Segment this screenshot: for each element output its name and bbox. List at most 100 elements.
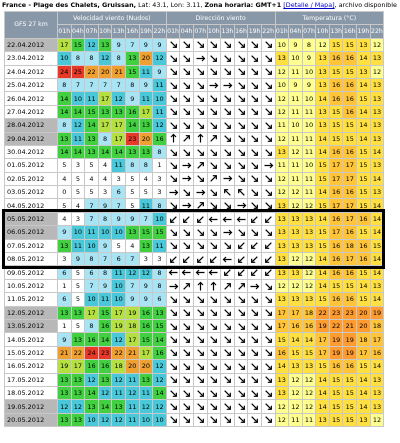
wind-direction (206, 252, 222, 267)
wind-direction (220, 278, 235, 294)
wind-speed: 10 (84, 292, 99, 307)
temperature: 15 (342, 412, 358, 428)
arrow (196, 349, 204, 357)
wind-direction (192, 265, 208, 280)
arrow (224, 376, 231, 384)
temperature: 14 (369, 198, 385, 213)
arrow (237, 255, 245, 263)
wind-direction (165, 359, 181, 374)
wind-speed: 9 (124, 211, 140, 227)
temperature: 12 (274, 412, 290, 428)
arrow (196, 81, 204, 89)
hour: 19h (247, 24, 262, 39)
temperature: 12 (288, 198, 303, 213)
wind-direction (233, 372, 249, 387)
wind-speed: 13 (57, 238, 72, 254)
arrow (251, 389, 259, 397)
temperature: 15 (356, 185, 371, 200)
wind-speed: 12 (57, 399, 72, 414)
wind-direction (192, 171, 208, 187)
wind-speed: 16 (152, 345, 167, 361)
temperature: 14 (356, 399, 371, 414)
wind-direction (179, 144, 194, 160)
hours-row: 01h 04h 07h 10h 13h 16h 19h 22h 01h 04h 07h 10h 13h 1… (5, 24, 385, 39)
temperature: 15 (356, 144, 371, 160)
wind-speed: 0 (57, 185, 72, 200)
arrow (210, 55, 218, 62)
wind-speed: 3 (111, 171, 126, 187)
temperature: 11 (301, 144, 317, 160)
temperature: 9 (288, 37, 303, 53)
wind-direction (165, 118, 181, 133)
arrow (251, 322, 259, 330)
wind-direction (233, 211, 249, 227)
wind-direction (233, 131, 249, 146)
temperature: 13 (356, 412, 371, 428)
arrow (196, 255, 204, 263)
wind-speed: 20 (138, 51, 154, 66)
wind-direction (192, 345, 208, 361)
wind-speed: 1 (152, 158, 167, 173)
wind-speed: 13 (57, 412, 72, 428)
arrow (222, 256, 232, 263)
wind-speed: 6 (84, 265, 99, 280)
arrow (264, 229, 272, 236)
temperature: 14 (301, 332, 317, 347)
wind-direction (260, 171, 276, 187)
wind-direction (206, 104, 222, 120)
wind-speed: 13 (70, 412, 86, 428)
wind-direction (192, 238, 208, 254)
temperature: 12 (274, 64, 290, 79)
temperature: 14 (315, 385, 330, 401)
data-row: 27.04.2012 14 14 15 13 13 16 17 11 12 11 11 13 15 16 14… (4, 104, 385, 120)
wind-speed: 12 (97, 51, 113, 66)
wind-speed: 15 (97, 305, 113, 320)
wind-speed: 16 (84, 332, 99, 347)
wind-direction (233, 385, 249, 401)
wind-direction (179, 104, 194, 120)
wind-speed: 12 (138, 399, 154, 414)
wind-direction (165, 412, 181, 428)
arrow (183, 55, 191, 62)
temperature: 13 (315, 77, 330, 93)
wind-speed: 3 (152, 185, 167, 200)
wind-direction (220, 412, 235, 428)
date: 29.04.2012 (4, 131, 58, 146)
temperature: 14 (356, 51, 371, 66)
temperature: 15 (328, 385, 344, 401)
wind-speed: 14 (152, 332, 167, 347)
arrow (196, 108, 204, 116)
arrow (196, 403, 204, 410)
wind-direction (179, 332, 194, 347)
wind-direction (233, 359, 249, 374)
data-row: 18.05.2012 13 13 14 12 11 12 11 14 13 12 12 14 15 15 14… (4, 385, 385, 401)
arrow (237, 135, 245, 143)
temperature: 15 (342, 64, 358, 79)
arrow (264, 309, 272, 317)
wind-speed: 10 (152, 91, 167, 106)
wind-speed: 8 (152, 198, 167, 213)
wind-speed: 14 (57, 91, 72, 106)
wind-speed: 12 (152, 399, 167, 414)
arrow (224, 309, 231, 317)
wind-direction (260, 118, 276, 133)
wind-speed: 12 (152, 118, 167, 133)
temperature: 15 (315, 292, 330, 307)
wind-direction (233, 399, 249, 414)
wind-direction (247, 171, 262, 187)
wind-direction (179, 211, 194, 227)
wind-speed: 8 (138, 158, 154, 173)
wind-speed: 15 (84, 104, 99, 120)
arrow (251, 363, 259, 370)
data-row: 02.05.2012 4 5 4 4 3 5 4 3 12 11 11 15 17 17 15 14 (4, 171, 385, 187)
link[interactable]: [Detalle / Mapa] (283, 1, 335, 9)
wind-speed: 10 (111, 292, 126, 307)
wind-speed: 12 (152, 372, 167, 387)
wind-speed: 5 (70, 292, 86, 307)
wind-speed: 18 (124, 318, 140, 334)
wind-speed: 8 (124, 158, 140, 173)
wind-speed: 4 (97, 158, 113, 173)
wind-direction (165, 305, 181, 320)
arrow (196, 95, 204, 102)
wind-speed: 17 (111, 118, 126, 133)
